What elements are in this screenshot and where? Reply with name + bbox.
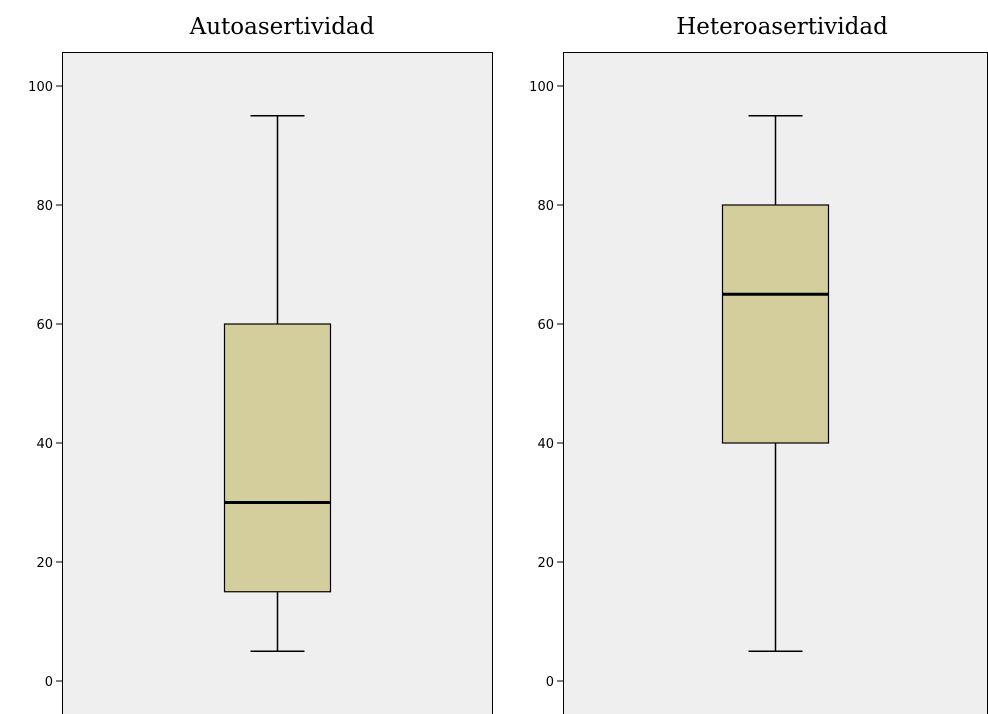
y-tick-label: 100	[28, 80, 53, 95]
y-tick-label: 40	[537, 437, 554, 452]
y-tick-label: 80	[537, 199, 554, 214]
y-tick-label: 0	[546, 675, 554, 690]
y-tick-label: 100	[529, 80, 554, 95]
chart-title: Heteroasertividad	[676, 14, 888, 40]
y-tick-label: 20	[36, 556, 53, 571]
y-tick-label: 60	[537, 318, 554, 333]
iqr-box	[223, 323, 332, 593]
y-tick-label: 0	[45, 675, 53, 690]
chart-panel-heteroasertividad: Heteroasertividad 0 20 40 60 80 100	[529, 14, 988, 714]
y-tick-label: 80	[36, 199, 53, 214]
iqr-box	[721, 204, 830, 444]
y-tick-label: 60	[36, 318, 53, 333]
y-tick-label: 20	[537, 556, 554, 571]
chart-title: Autoasertividad	[189, 14, 375, 40]
chart-panel-autoasertividad: Autoasertividad 0 20 40 60 80 100	[28, 14, 493, 714]
y-tick-label: 40	[36, 437, 53, 452]
